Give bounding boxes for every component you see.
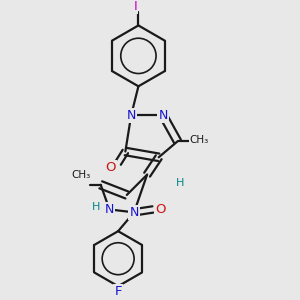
Text: N: N [127,109,136,122]
Text: O: O [106,161,116,174]
Text: CH₃: CH₃ [190,136,209,146]
Text: H: H [92,202,100,212]
Text: N: N [129,206,139,219]
Text: F: F [114,285,122,298]
Text: CH₃: CH₃ [71,170,91,180]
Text: O: O [155,203,165,216]
Text: I: I [134,0,137,13]
Text: H: H [176,178,184,188]
Text: N: N [105,203,114,216]
Text: N: N [158,109,168,122]
